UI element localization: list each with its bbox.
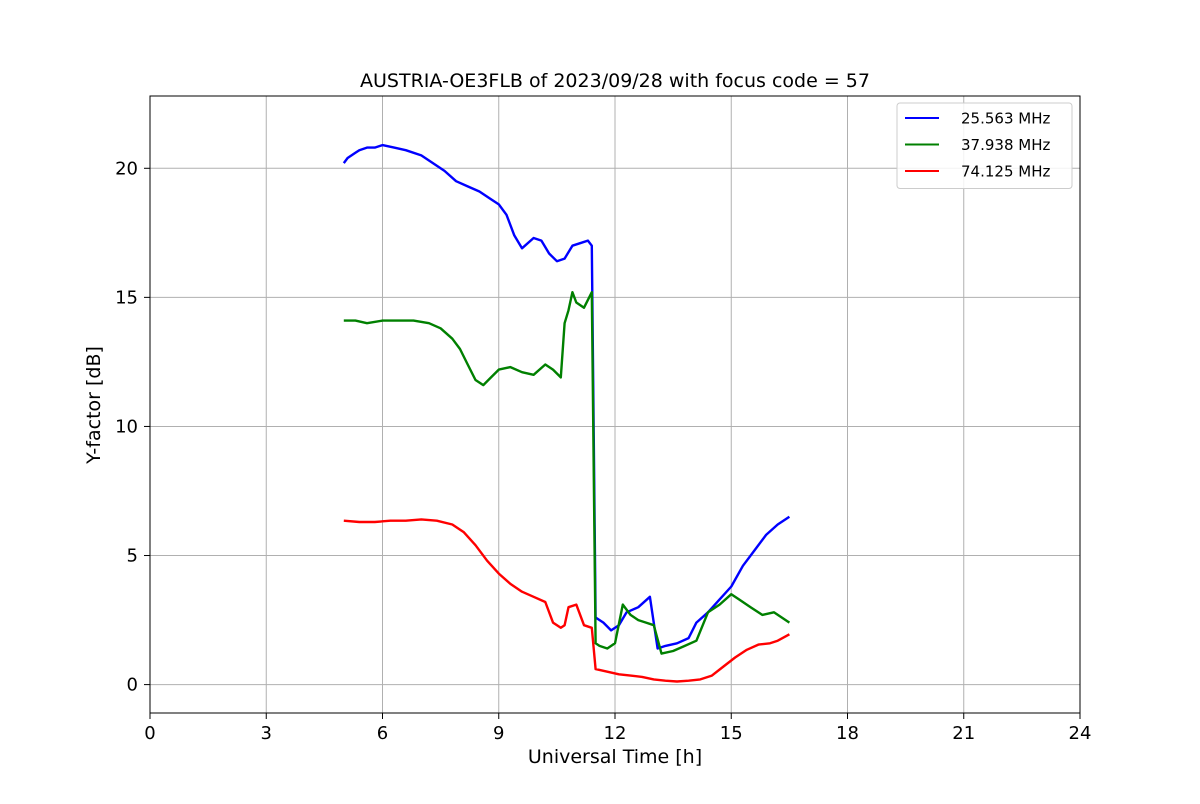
series-line-1 bbox=[342, 143, 791, 650]
legend-label: 37.938 MHz bbox=[961, 136, 1050, 154]
x-tick-label: 0 bbox=[144, 723, 155, 744]
x-tick-label: 3 bbox=[261, 723, 272, 744]
series-line-3 bbox=[343, 518, 790, 683]
chart-title: AUSTRIA-OE3FLB of 2023/09/28 with focus … bbox=[360, 70, 870, 92]
legend-label: 74.125 MHz bbox=[961, 163, 1050, 181]
x-axis-ticks: 0 3 6 9 12 15 18 21 24 bbox=[144, 713, 1091, 744]
x-tick-label: 6 bbox=[377, 723, 388, 744]
x-tick-label: 18 bbox=[836, 723, 859, 744]
y-tick-label: 0 bbox=[127, 675, 138, 696]
x-tick-label: 24 bbox=[1069, 723, 1092, 744]
y-tick-label: 5 bbox=[127, 546, 138, 567]
y-tick-label: 10 bbox=[115, 416, 138, 437]
x-axis-label: Universal Time [h] bbox=[528, 746, 702, 768]
x-tick-label: 12 bbox=[604, 723, 627, 744]
x-tick-label: 15 bbox=[720, 723, 743, 744]
series-line-2 bbox=[343, 291, 791, 655]
y-axis-ticks: 0 5 10 15 20 bbox=[115, 158, 150, 696]
legend-box bbox=[896, 102, 1073, 189]
series-lines bbox=[342, 143, 791, 683]
x-tick-label: 9 bbox=[493, 723, 504, 744]
legend-label: 25.563 MHz bbox=[961, 110, 1050, 128]
legend: 25.563 MHz 37.938 MHz 74.125 MHz bbox=[896, 102, 1073, 189]
x-tick-label: 21 bbox=[952, 723, 975, 744]
y-tick-label: 20 bbox=[115, 158, 138, 179]
y-tick-label: 15 bbox=[115, 287, 138, 308]
y-axis-label: Y-factor [dB] bbox=[83, 346, 105, 465]
